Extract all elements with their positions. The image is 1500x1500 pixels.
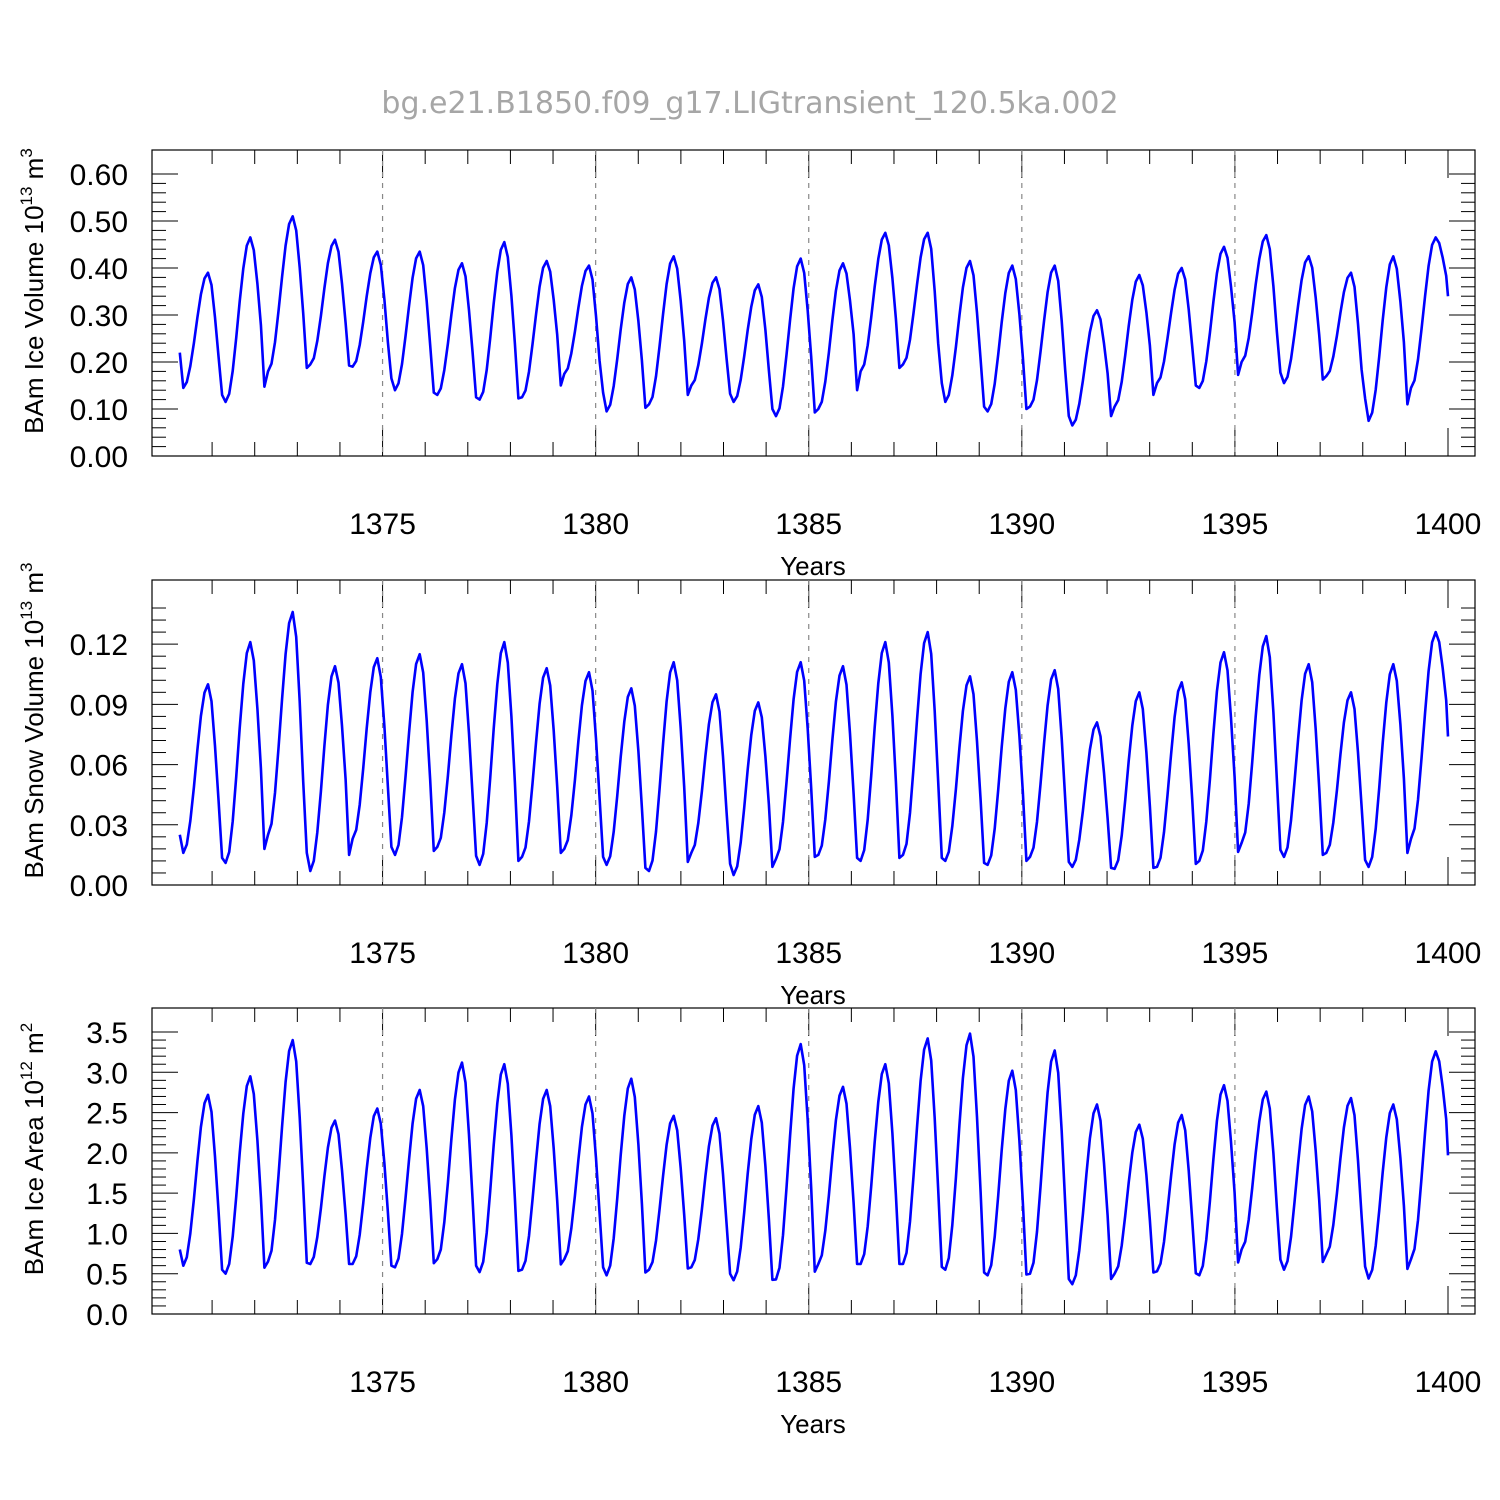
y-tick-label: 0.30 (70, 300, 128, 333)
x-tick-label: 1380 (562, 937, 629, 970)
y-tick-label: 3.5 (86, 1017, 128, 1050)
y-tick-label: 2.5 (86, 1098, 128, 1131)
y-axis-label: BAm Snow Volume 1013 m3 (17, 563, 49, 879)
y-tick-label: 0.10 (70, 394, 128, 427)
y-tick-label: 0.50 (70, 206, 128, 239)
y-tick-label: 2.0 (86, 1138, 128, 1171)
y-tick-label: 0.60 (70, 159, 128, 192)
x-tick-label: 1395 (1202, 508, 1269, 541)
panel-ice-area: 1375 1380 1385 1390 1395 1400 Years 0.0 0.5 1.0 1.… (17, 1007, 1482, 1439)
data-series-line (178, 610, 1450, 877)
x-tick-label: 1380 (562, 508, 629, 541)
plot-frame (151, 579, 1476, 886)
x-tick-label: 1400 (1415, 508, 1482, 541)
x-tick-label: 1390 (988, 1366, 1055, 1399)
y-axis-label: BAm Ice Volume 1013 m3 (17, 148, 49, 434)
x-tick-label: 1400 (1415, 937, 1482, 970)
x-tick-label: 1390 (988, 508, 1055, 541)
x-tick-label: 1375 (349, 937, 416, 970)
data-series-line (178, 1032, 1450, 1286)
chart-title: bg.e21.B1850.f09_g17.LIGtransient_120.5k… (381, 86, 1118, 121)
data-series-line (178, 215, 1450, 427)
panel-snow-volume: 1375 1380 1385 1390 1395 1400 Years 0.00 0.03 0.0… (17, 563, 1481, 1010)
y-tick-label: 3.0 (86, 1057, 128, 1090)
x-tick-label: 1385 (775, 1366, 842, 1399)
x-tick-label: 1395 (1202, 1366, 1269, 1399)
x-tick-label: 1400 (1415, 1366, 1482, 1399)
y-axis-label: BAm Ice Area 1012 m2 (17, 1023, 49, 1275)
y-tick-label: 0.20 (70, 347, 128, 380)
y-tick-label: 0.12 (70, 629, 128, 662)
y-tick-label: 1.0 (86, 1218, 128, 1251)
x-tick-label: 1380 (562, 1366, 629, 1399)
x-tick-label: 1375 (349, 1366, 416, 1399)
y-tick-label: 0.03 (70, 810, 128, 843)
x-tick-label: 1375 (349, 508, 416, 541)
x-tick-label: 1385 (775, 937, 842, 970)
x-axis-label: Years (780, 980, 846, 1010)
x-axis-label: Years (780, 1409, 846, 1439)
x-tick-label: 1395 (1202, 937, 1269, 970)
y-tick-label: 1.5 (86, 1178, 128, 1211)
panel-ice-volume: 1375 1380 1385 1390 1395 1400 Years 0.00 0.10 0.2… (17, 148, 1481, 581)
y-tick-label: 0.06 (70, 750, 128, 783)
x-tick-label: 1385 (775, 508, 842, 541)
y-tick-label: 0.00 (70, 441, 128, 474)
y-tick-label: 0.00 (70, 870, 128, 903)
x-axis-label: Years (780, 551, 846, 581)
y-tick-label: 0.40 (70, 253, 128, 286)
y-tick-label: 0.09 (70, 689, 128, 722)
y-tick-label: 0.5 (86, 1259, 128, 1292)
plot-frame (151, 149, 1476, 457)
y-tick-label: 0.0 (86, 1299, 128, 1332)
x-tick-label: 1390 (988, 937, 1055, 970)
